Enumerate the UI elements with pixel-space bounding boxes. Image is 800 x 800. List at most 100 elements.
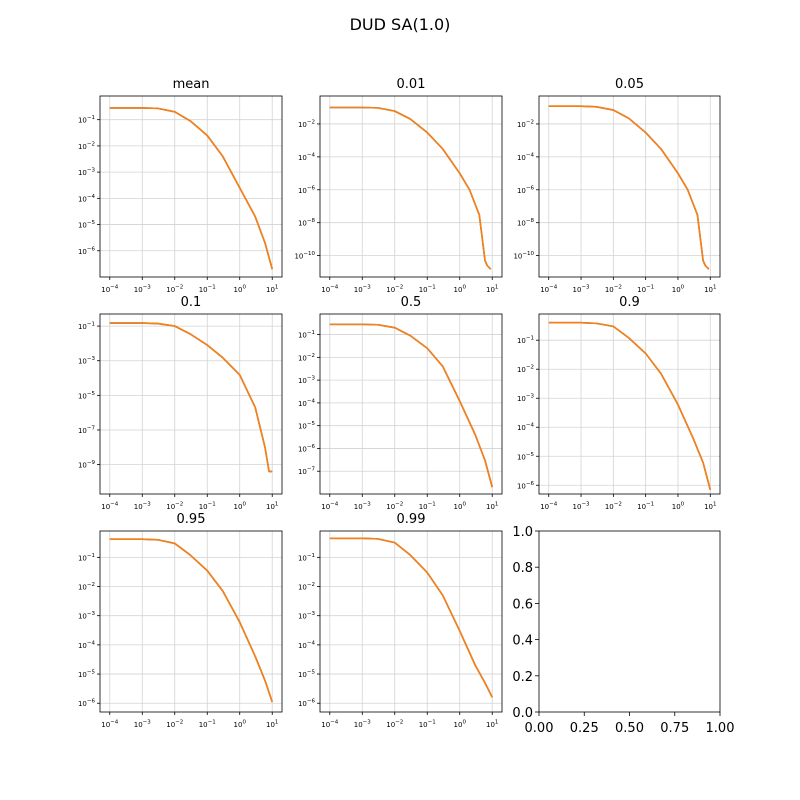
x-tick-label: 1.00 <box>706 721 735 736</box>
y-tick-label: 10−2 <box>298 582 315 592</box>
y-tick-label: 10−5 <box>298 670 316 680</box>
x-tick-label: 10−4 <box>101 502 119 512</box>
x-tick-label: 10−2 <box>605 502 622 512</box>
y-tick-label: 10−1 <box>78 322 95 332</box>
subplot-8: 0.99 10−4 10−3 10−2 10−1 100 101 10−6 10−5 10−4 10… <box>298 512 503 730</box>
y-tick-label: 10−4 <box>298 398 316 408</box>
y-tick-label: 10−6 <box>78 246 96 256</box>
x-tick-label: 10−1 <box>199 502 216 512</box>
y-tick-label: 10−1 <box>517 336 534 346</box>
axes-frame <box>538 313 721 495</box>
subplot-title: 0.9 <box>619 295 640 310</box>
y-tick-label: 10−4 <box>78 640 96 650</box>
x-tick-label: 100 <box>454 502 467 512</box>
y-tick-label: 10−1 <box>298 330 315 340</box>
x-tick-label: 10−1 <box>199 285 216 295</box>
y-tick-label: 10−1 <box>78 553 95 563</box>
y-tick-label: 10−7 <box>78 425 96 435</box>
x-tick-label: 10−4 <box>540 502 558 512</box>
y-tick-label: 10−6 <box>517 185 535 195</box>
x-tick-label: 10−2 <box>386 720 403 730</box>
x-tick-label: 10−3 <box>134 285 152 295</box>
y-tick-label: 10−5 <box>298 421 316 431</box>
series-line-2 <box>329 323 493 488</box>
x-tick-label: 10−3 <box>354 720 372 730</box>
x-tick-label: 10−3 <box>134 720 152 730</box>
axes-frame <box>319 530 503 713</box>
y-tick-label: 10−6 <box>298 444 316 454</box>
series-line-2 <box>109 538 273 703</box>
y-tick-label: 10−3 <box>78 356 96 366</box>
subplot-title: 0.1 <box>181 295 202 310</box>
y-tick-label: 10−8 <box>517 218 535 228</box>
x-tick-label: 10−4 <box>540 285 558 295</box>
x-tick-label: 10−1 <box>419 720 436 730</box>
y-tick-label: 10−4 <box>298 640 316 650</box>
y-tick-label: 10−6 <box>78 699 96 709</box>
series-line-2 <box>548 105 710 270</box>
x-tick-label: 10−1 <box>637 285 654 295</box>
y-tick-label: 10−7 <box>298 467 316 477</box>
y-tick-label: 10−1 <box>298 553 315 563</box>
y-tick-label: 10−9 <box>78 460 96 470</box>
x-tick-label: 101 <box>486 720 498 730</box>
y-tick-label: 10−2 <box>78 141 95 151</box>
y-tick-label: 10−8 <box>298 218 316 228</box>
x-tick-label: 100 <box>234 502 247 512</box>
series-line-2 <box>109 107 273 270</box>
x-tick-label: 100 <box>454 720 467 730</box>
x-tick-label: 10−1 <box>419 285 436 295</box>
series-line-2 <box>329 537 493 698</box>
y-tick-label: 10−5 <box>517 452 535 462</box>
subplot-title: 0.5 <box>401 295 422 310</box>
x-tick-label: 101 <box>266 285 278 295</box>
y-tick-label: 10−4 <box>298 152 316 162</box>
y-tick-label: 0.4 <box>512 634 533 649</box>
subplot-title: 0.95 <box>177 512 206 527</box>
y-tick-label: 10−2 <box>298 353 315 363</box>
y-tick-label: 10−2 <box>298 119 315 129</box>
subplot-title: 0.01 <box>397 77 426 92</box>
x-tick-label: 100 <box>234 285 247 295</box>
x-tick-label: 10−2 <box>605 285 622 295</box>
x-tick-label: 10−3 <box>573 502 591 512</box>
y-tick-label: 10−5 <box>78 220 96 230</box>
y-tick-label: 1.0 <box>512 525 533 540</box>
x-tick-label: 100 <box>672 502 685 512</box>
y-tick-label: 0.8 <box>512 561 533 576</box>
x-tick-label: 101 <box>704 502 716 512</box>
y-tick-label: 10−3 <box>298 376 316 386</box>
subplot-1: mean 10−4 10−3 10−2 10−1 100 101 10−6 10−5 10−4 10… <box>78 77 283 295</box>
x-tick-label: 10−3 <box>134 502 152 512</box>
axes-frame <box>319 95 503 278</box>
x-tick-label: 100 <box>454 285 467 295</box>
subplot-6: 0.9 10−4 10−3 10−2 10−1 100 101 10−6 10−5 10−4 10−… <box>517 295 721 512</box>
y-tick-label: 10−3 <box>78 611 96 621</box>
x-tick-label: 100 <box>672 285 685 295</box>
x-tick-label: 10−2 <box>386 502 403 512</box>
y-tick-label: 10−2 <box>517 119 534 129</box>
y-tick-label: 10−2 <box>517 365 534 375</box>
x-tick-label: 10−4 <box>321 285 339 295</box>
axes-frame <box>319 313 503 495</box>
x-tick-label: 101 <box>486 502 498 512</box>
x-tick-label: 101 <box>486 285 498 295</box>
y-tick-label: 10−6 <box>298 185 316 195</box>
x-tick-label: 101 <box>266 720 278 730</box>
axes-frame <box>99 313 283 495</box>
y-tick-label: 10−4 <box>78 194 96 204</box>
y-tick-label: 0.0 <box>512 706 533 721</box>
subplot-2: 0.01 10−4 10−3 10−2 10−1 100 101 10−10 10−8 10−6 1… <box>294 77 503 295</box>
x-tick-label: 10−3 <box>354 502 372 512</box>
x-tick-label: 100 <box>234 720 247 730</box>
subplot-title: 0.99 <box>397 512 426 527</box>
subplot-5: 0.5 10−4 10−3 10−2 10−1 100 101 10−7 10−6 10−5 10−… <box>298 295 503 512</box>
y-tick-label: 10−6 <box>517 481 535 491</box>
x-tick-label: 0.00 <box>525 721 554 736</box>
x-tick-label: 101 <box>704 285 716 295</box>
y-tick-label: 10−1 <box>78 115 95 125</box>
series-line-2 <box>548 321 712 490</box>
x-tick-label: 10−2 <box>166 720 183 730</box>
series-line-2 <box>329 106 492 270</box>
